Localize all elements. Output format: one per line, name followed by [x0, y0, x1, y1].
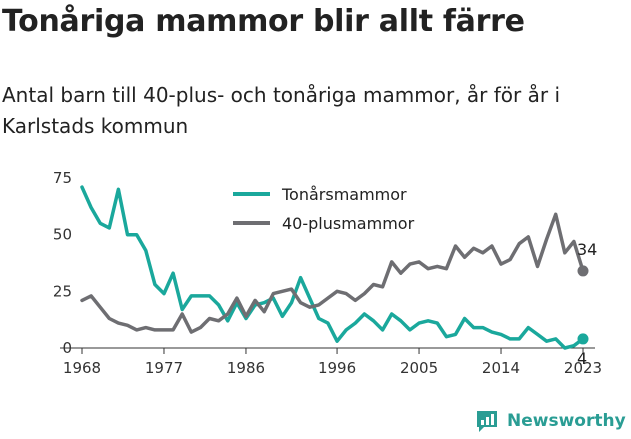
chart-title: Tonåriga mammor blir allt färre: [2, 4, 525, 39]
series-lines: [80, 185, 585, 350]
x-tick-label-0: 1968: [63, 359, 101, 377]
end-point-0: [577, 333, 589, 345]
chart-subtitle: Antal barn till 40-plus- och tonåriga ma…: [2, 83, 561, 138]
x-tick-label-1: 1977: [145, 359, 183, 377]
y-tick-label-3: 75: [53, 169, 72, 187]
y-tick-label-2: 50: [53, 226, 72, 244]
x-axis: 1968 1977 1986 1996 2005 2014 2023: [60, 347, 602, 377]
brand-logo: Newsworthy: [474, 408, 626, 434]
end-point-1: [577, 265, 589, 277]
end-value-label-0: 4: [577, 349, 587, 368]
series-line-0: [80, 185, 585, 350]
end-value-label-1: 34: [577, 240, 597, 259]
newsworthy-logo-icon: [477, 411, 497, 432]
x-tick-label-5: 2014: [482, 359, 520, 377]
legend-background: [224, 182, 444, 240]
x-tick-label-6: 2023: [564, 359, 602, 377]
series-line-1: [80, 212, 585, 334]
x-tick-label-4: 2005: [400, 359, 438, 377]
brand-name: Newsworthy: [507, 411, 626, 431]
legend-label-0: Tonårsmammor: [281, 185, 407, 204]
legend: Tonårsmammor 40-plusmammor: [224, 182, 444, 240]
x-tick-label-3: 1996: [318, 359, 356, 377]
legend-label-1: 40-plusmammor: [282, 214, 415, 233]
y-tick-label-1: 25: [53, 282, 72, 300]
end-markers: 4 34: [577, 240, 597, 368]
x-tick-label-2: 1986: [227, 359, 265, 377]
